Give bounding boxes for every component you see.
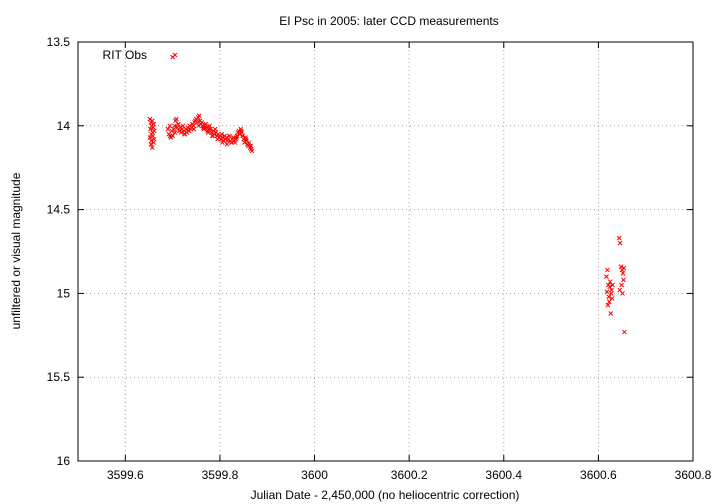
data-point — [609, 287, 614, 293]
chart-title: EI Psc in 2005: later CCD measurements — [279, 14, 498, 28]
y-tick-label: 13.5 — [47, 35, 71, 49]
data-point — [238, 128, 244, 134]
x-tick-labels: 3599.6 3599.8 3600 3600.2 3600.4 3600.6 3600.8 — [107, 468, 712, 482]
data-point — [604, 274, 609, 279]
data-point — [617, 240, 623, 246]
y-tick-label: 16 — [57, 454, 71, 468]
data-point — [605, 302, 611, 308]
data-point — [605, 267, 610, 273]
data-point — [172, 130, 178, 135]
data-point — [196, 123, 201, 129]
data-point — [616, 235, 622, 241]
data-point — [182, 131, 187, 137]
data-point — [248, 143, 254, 149]
data-point — [215, 136, 220, 142]
data-point — [621, 265, 627, 271]
y-axis-label: unfiltered or visual magnitude — [9, 172, 23, 329]
data-point — [203, 121, 209, 127]
data-point — [249, 148, 255, 154]
data-point — [219, 131, 225, 137]
legend-marker — [172, 52, 178, 58]
data-point — [174, 116, 179, 122]
data-point — [621, 277, 626, 283]
data-point — [229, 140, 235, 145]
data-point — [150, 133, 156, 139]
data-point — [186, 128, 192, 134]
x-axis-label: Julian Date - 2,450,000 (no heliocentric… — [251, 488, 520, 502]
data-point — [606, 294, 612, 300]
data-point — [191, 126, 197, 132]
data-point — [210, 133, 216, 139]
data-point — [165, 126, 171, 132]
data-point — [147, 135, 153, 140]
data-point — [610, 282, 615, 288]
data-point — [151, 140, 157, 145]
legend: RIT Obs — [103, 48, 178, 62]
y-tick-label: 15.5 — [47, 370, 71, 384]
data-point — [205, 130, 211, 135]
y-tick-label: 14.5 — [47, 203, 71, 217]
data-point — [149, 118, 155, 124]
x-tick-label: 3600.2 — [391, 468, 428, 482]
data-point — [148, 141, 154, 147]
data-point — [620, 291, 625, 296]
x-tick-label: 3599.6 — [107, 468, 144, 482]
data-point — [618, 264, 624, 269]
x-tick-label: 3600.4 — [485, 468, 522, 482]
grid — [78, 42, 693, 461]
data-point — [171, 126, 176, 132]
x-tick-label: 3600.8 — [675, 468, 712, 482]
data-point — [224, 141, 230, 147]
x-tick-label: 3599.8 — [202, 468, 239, 482]
data-point — [201, 125, 206, 130]
data-point — [609, 296, 615, 301]
data-point — [151, 128, 157, 134]
data-points — [147, 54, 627, 335]
plot-frame — [77, 41, 694, 462]
data-point — [194, 120, 200, 125]
data-point — [207, 123, 212, 129]
data-point — [167, 133, 173, 139]
axis-ticks — [78, 41, 694, 462]
y-tick-label: 15 — [57, 286, 71, 300]
y-tick-labels: 13.5 14 14.5 15 15.5 16 — [47, 35, 71, 468]
data-point — [212, 126, 218, 132]
data-point — [208, 126, 213, 132]
data-point — [234, 135, 239, 140]
legend-marker-glyph — [172, 52, 178, 58]
data-point — [151, 121, 157, 127]
data-point — [607, 284, 613, 290]
x-tick-label: 3600.6 — [580, 468, 617, 482]
data-point — [167, 123, 173, 129]
data-point — [604, 289, 610, 295]
y-tick-label: 14 — [57, 119, 71, 133]
legend-label: RIT Obs — [103, 48, 147, 62]
data-point — [196, 113, 202, 119]
data-point — [177, 128, 183, 134]
data-point — [608, 311, 614, 316]
data-point — [148, 126, 153, 132]
data-point — [175, 121, 181, 127]
data-point — [219, 140, 225, 145]
data-point — [607, 279, 613, 285]
x-tick-label: 3600 — [301, 468, 328, 482]
data-point — [149, 145, 155, 150]
data-point — [620, 270, 626, 276]
data-point — [622, 329, 627, 335]
data-point — [172, 123, 177, 129]
data-point — [619, 282, 624, 288]
data-point — [243, 136, 249, 142]
